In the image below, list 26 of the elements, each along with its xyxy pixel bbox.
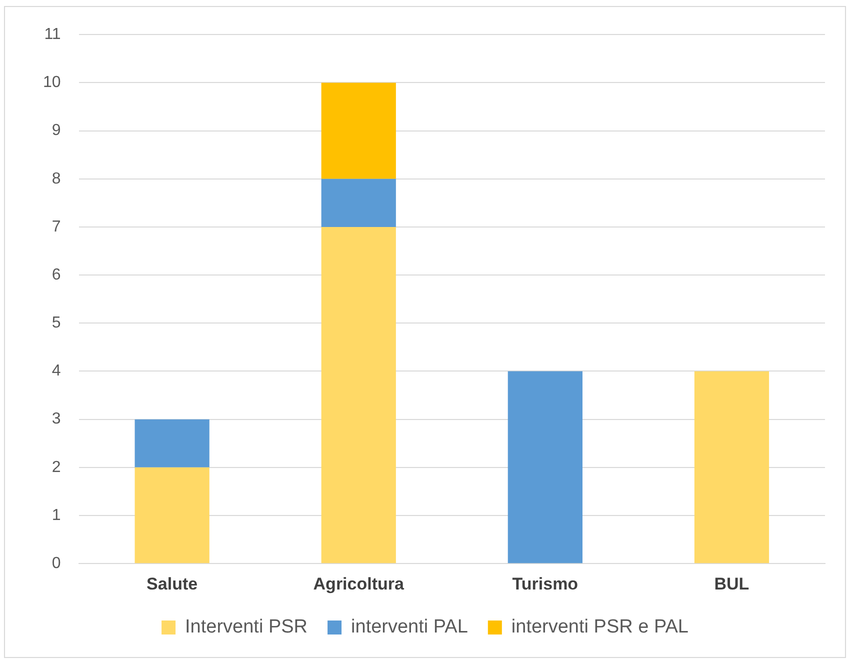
y-tick-label: 0 (52, 555, 61, 572)
bar (321, 82, 396, 179)
y-tick-label: 7 (52, 218, 61, 236)
legend-label: interventi PAL (351, 616, 468, 638)
bar (134, 419, 210, 468)
bar (134, 467, 210, 564)
bar (508, 371, 582, 564)
legend-label: interventi PSR e PAL (511, 616, 688, 638)
bar (321, 226, 396, 564)
bar (694, 371, 770, 564)
y-tick-label: 10 (43, 74, 61, 92)
bar (321, 178, 396, 227)
y-tick-label: 8 (52, 170, 61, 188)
x-tick-label: BUL (714, 574, 750, 594)
x-tick-label: Agricoltura (313, 574, 404, 594)
y-tick-label: 3 (52, 410, 61, 428)
y-tick-label: 4 (52, 362, 61, 380)
legend-label: Interventi PSR (185, 616, 308, 638)
y-tick-label: 5 (52, 314, 61, 332)
y-tick-label: 9 (52, 122, 61, 140)
y-tick-label: 11 (44, 26, 61, 44)
y-tick-label: 2 (52, 458, 61, 476)
y-tick-label: 6 (52, 266, 61, 284)
y-tick-label: 1 (52, 506, 61, 524)
x-tick-label: Turismo (512, 574, 578, 594)
x-tick-label: Salute (146, 574, 198, 594)
